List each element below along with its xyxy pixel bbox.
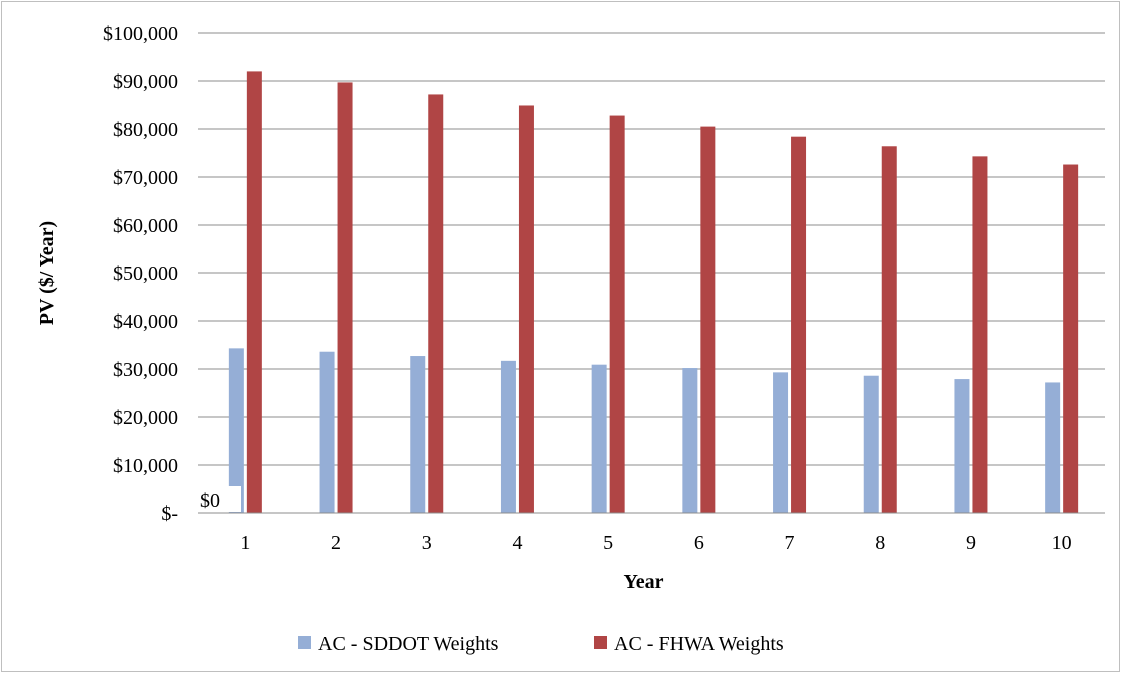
- x-tick-label: 1: [240, 532, 250, 554]
- x-tick-labels: 1 2 3 4 5 6 7 8 9 10: [240, 532, 1071, 554]
- legend-swatch-sddot: [298, 636, 311, 649]
- legend-swatch-fhwa: [594, 636, 607, 649]
- bar-sddot-year-6: [682, 368, 698, 513]
- bar-fhwa-year-6: [700, 126, 716, 513]
- bar-fhwa-year-3: [428, 94, 444, 513]
- x-tick-label: 5: [603, 532, 613, 554]
- y-tick-label: $10,000: [113, 455, 178, 477]
- y-tick-label: $30,000: [113, 359, 178, 381]
- bar-fhwa-year-9: [972, 156, 988, 514]
- y-tick-label: $20,000: [113, 407, 178, 429]
- x-tick-label: 3: [422, 532, 432, 554]
- y-tick-label: $40,000: [113, 311, 178, 333]
- bar-fhwa-year-1: [246, 71, 262, 514]
- bar-fhwa-year-5: [609, 115, 625, 513]
- bar-sddot-year-5: [591, 364, 607, 513]
- legend-label-sddot: AC - SDDOT Weights: [318, 633, 499, 655]
- bar-sddot-year-4: [500, 360, 516, 513]
- y-tick-label: $-: [161, 503, 178, 525]
- x-tick-label: 7: [785, 532, 795, 554]
- y-tick-label: $70,000: [113, 167, 178, 189]
- bar-sddot-year-7: [773, 372, 789, 513]
- bar-sddot-year-2: [319, 351, 335, 513]
- bar-sddot-year-9: [954, 379, 970, 513]
- x-tick-label: 2: [331, 532, 341, 554]
- legend: AC - SDDOT Weights AC - FHWA Weights: [298, 633, 784, 655]
- zero-annotation-box: [195, 486, 241, 512]
- x-tick-label: 8: [875, 532, 885, 554]
- x-tick-label: 9: [966, 532, 976, 554]
- legend-label-fhwa: AC - FHWA Weights: [614, 633, 784, 655]
- y-tick-label: $60,000: [113, 215, 178, 237]
- bar-sddot-year-10: [1045, 382, 1061, 513]
- bar-sddot-year-8: [863, 375, 879, 513]
- y-tick-labels: $- $10,000 $20,000 $30,000 $40,000 $50,000 $60…: [103, 23, 178, 525]
- bar-fhwa-year-7: [791, 136, 807, 513]
- y-tick-label: $100,000: [103, 23, 178, 45]
- y-tick-label: $90,000: [113, 71, 178, 93]
- y-tick-label: $50,000: [113, 263, 178, 285]
- bar-fhwa-year-8: [881, 146, 897, 513]
- zero-annotation: $0: [200, 490, 220, 512]
- y-tick-label: $80,000: [113, 119, 178, 141]
- x-axis-title: Year: [624, 571, 664, 593]
- bar-sddot-year-3: [410, 356, 426, 513]
- x-tick-label: 6: [694, 532, 704, 554]
- y-axis-title: PV ($/ Year): [36, 221, 58, 325]
- bars: [228, 71, 1079, 514]
- bar-fhwa-year-10: [1063, 164, 1079, 513]
- x-tick-label: 4: [512, 532, 522, 554]
- bar-fhwa-year-4: [518, 105, 534, 513]
- bar-sddot-year-1: [228, 348, 244, 513]
- x-tick-label: 10: [1052, 532, 1072, 554]
- bar-fhwa-year-2: [337, 82, 353, 513]
